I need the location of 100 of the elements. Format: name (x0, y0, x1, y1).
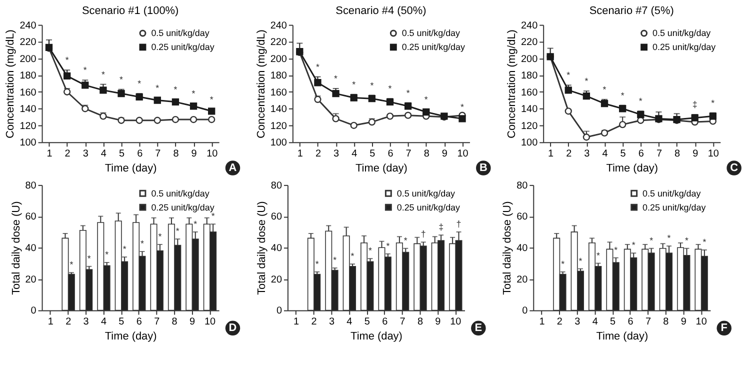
y-tick-label: 40 (270, 243, 282, 254)
data-label: * (650, 235, 654, 246)
y-tick-label: 60 (25, 212, 37, 223)
y-tick-label: 20 (25, 274, 37, 286)
x-axis-title: Time (day) (356, 162, 408, 175)
y-tick-label: 80 (270, 180, 282, 192)
legend-label: 0.25 unit/kg/day (151, 42, 215, 52)
data-label: * (333, 254, 338, 265)
x-tick-label: 6 (638, 148, 644, 160)
x-tick-label: 9 (692, 148, 699, 160)
data-label: * (101, 69, 106, 80)
x-tick-label: 9 (435, 316, 442, 328)
legend-label: 0.25 unit/kg/day (396, 202, 461, 212)
y-tick-label: 220 (20, 37, 37, 48)
y-axis-title: Concentration (mg/dL) (255, 30, 268, 138)
y-tick-label: 160 (270, 87, 288, 98)
x-tick-label: 6 (137, 148, 144, 160)
data-label: * (174, 84, 178, 94)
x-tick-label: 3 (584, 148, 590, 160)
x-tick-label: 5 (610, 316, 616, 328)
data-label: * (404, 235, 408, 246)
x-tick-label: 5 (370, 148, 376, 160)
data-label: * (65, 55, 70, 66)
y-tick-label: 60 (270, 212, 282, 223)
legend-label: 0.25 unit/kg/day (151, 202, 215, 212)
data-label: * (350, 251, 355, 262)
text: C (730, 162, 738, 174)
data-label: * (584, 76, 589, 86)
data-label: * (122, 244, 127, 254)
y-tick-label: 60 (516, 212, 528, 223)
data-label: * (370, 80, 374, 90)
data-label: * (194, 218, 198, 229)
legend-label: 0.5 unit/kg/day (151, 28, 210, 38)
data-label: * (211, 211, 216, 222)
text: D (228, 322, 237, 334)
x-tick-label: 4 (100, 148, 107, 160)
x-axis-title: Time (day) (104, 162, 157, 175)
y-tick-label: 120 (270, 120, 288, 132)
data-label: * (334, 74, 338, 84)
data-label: * (578, 256, 583, 266)
data-label: * (424, 94, 428, 105)
x-tick-label: 6 (136, 316, 142, 328)
chart-title: Scenario #7 (5%) (589, 4, 674, 17)
x-tick-label: 1 (297, 148, 304, 160)
x-tick-label: 10 (696, 316, 708, 328)
x-tick-label: 5 (119, 148, 125, 160)
x-tick-label: 9 (191, 148, 198, 160)
data-label: * (460, 102, 465, 112)
y-axis-title: Concentration (mg/dL) (506, 30, 518, 138)
text: B (479, 162, 488, 174)
y-tick-label: 200 (521, 54, 538, 65)
data-label: * (406, 88, 410, 98)
x-tick-label: 3 (328, 316, 335, 328)
y-tick-label: 0 (30, 306, 37, 317)
data-label: * (158, 231, 162, 242)
x-tick-label: 4 (602, 148, 608, 160)
y-tick-label: 180 (270, 70, 288, 82)
x-tick-label: 1 (294, 316, 300, 328)
x-tick-label: 3 (82, 148, 89, 160)
data-label: * (156, 82, 160, 93)
data-label: * (138, 78, 142, 89)
y-tick-label: 200 (20, 54, 37, 65)
text: F (720, 322, 728, 334)
x-tick-label: 2 (315, 148, 322, 160)
x-tick-label: 10 (708, 148, 720, 160)
data-label: * (210, 94, 214, 105)
y-tick-label: 100 (521, 138, 538, 149)
data-label: * (638, 96, 643, 106)
x-tick-label: 1 (46, 148, 53, 160)
legend-label: 0.25 unit/kg/day (652, 42, 716, 52)
y-tick-label: 0 (276, 306, 282, 317)
x-tick-label: 10 (457, 148, 469, 160)
x-axis-title: Time (day) (606, 162, 658, 175)
y-tick-label: 40 (516, 243, 528, 254)
data-label: * (140, 238, 145, 249)
data-label: * (620, 90, 625, 100)
x-tick-label: 2 (66, 316, 72, 328)
chart-title: Scenario #1 (100%) (82, 4, 179, 17)
y-tick-label: 120 (20, 120, 37, 132)
data-label: * (684, 235, 689, 246)
data-label: † (420, 229, 426, 240)
data-label: * (83, 65, 88, 76)
y-tick-label: 80 (516, 180, 528, 192)
data-label: ‡ (438, 222, 444, 232)
data-label: * (120, 74, 124, 84)
x-tick-label: 10 (204, 316, 216, 328)
chart-title: Scenario #4 (50%) (336, 4, 426, 17)
data-label: * (70, 260, 74, 270)
legend-label: 0.5 unit/kg/day (151, 188, 210, 198)
x-tick-label: 1 (539, 316, 546, 328)
x-tick-label: 3 (334, 148, 340, 160)
x-tick-label: 6 (628, 316, 634, 328)
y-tick-label: 240 (270, 20, 288, 32)
x-tick-label: 5 (620, 148, 626, 160)
x-tick-label: 6 (382, 316, 388, 328)
data-label: * (702, 236, 707, 247)
x-tick-label: 2 (556, 316, 563, 328)
data-label: * (602, 84, 607, 94)
y-tick-label: 20 (516, 274, 528, 286)
x-tick-label: 7 (645, 316, 652, 328)
